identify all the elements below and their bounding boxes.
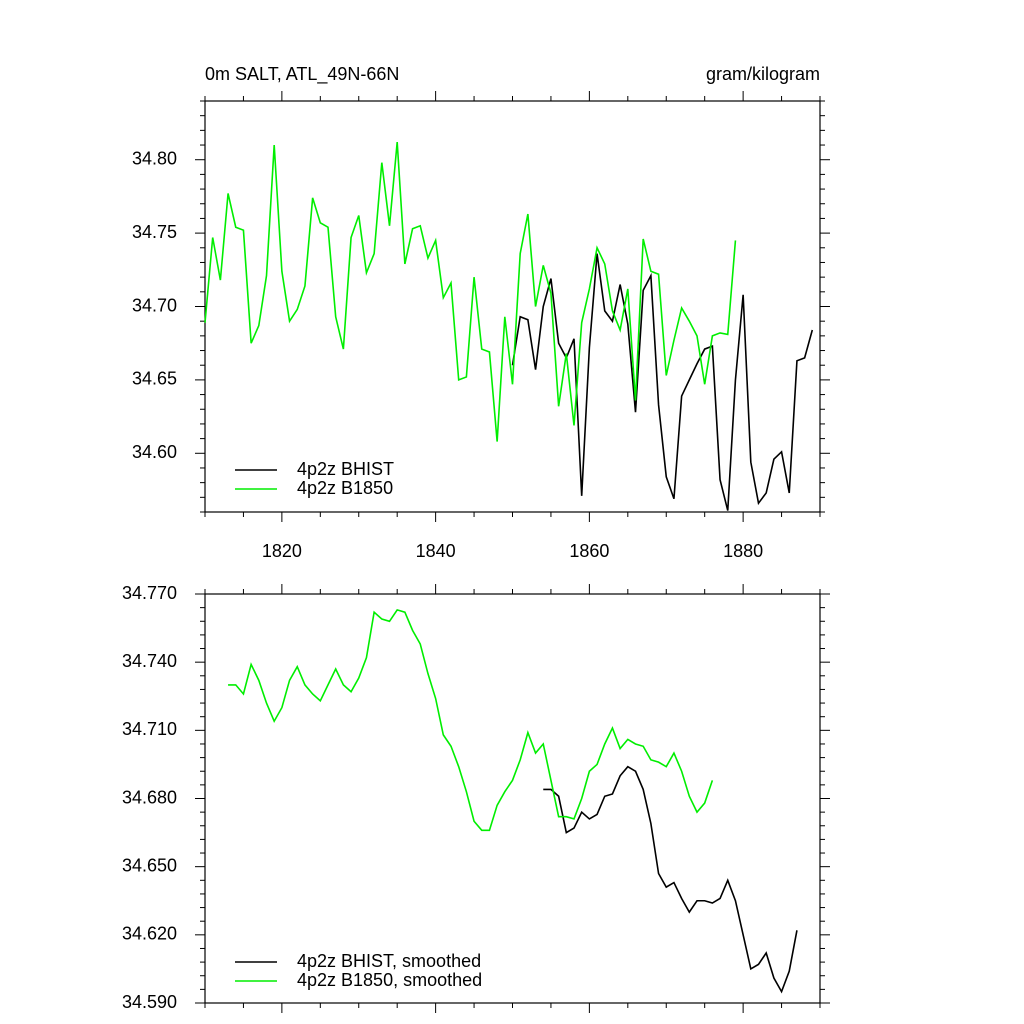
y-tick-label: 34.60: [132, 442, 177, 462]
data-line: [204, 142, 737, 442]
y-tick-label: 34.590: [122, 992, 177, 1012]
y-tick-label: 34.620: [122, 924, 177, 944]
plot-frame: [204, 593, 821, 1004]
x-tick-label: 1840: [416, 541, 456, 561]
data-line: [511, 253, 814, 511]
y-tick-label: 34.650: [122, 855, 177, 875]
legend-label: 4p2z B1850: [297, 478, 393, 498]
y-tick-label: 34.770: [122, 583, 177, 603]
chart-title: 0m SALT, ATL_49N-66N: [205, 64, 399, 85]
y-tick-label: 34.710: [122, 719, 177, 739]
y-tick-label: 34.680: [122, 787, 177, 807]
legend-label: 4p2z B1850, smoothed: [297, 970, 482, 990]
units-label: gram/kilogram: [706, 64, 820, 84]
data-line: [228, 608, 714, 832]
y-tick-label: 34.65: [132, 369, 177, 389]
x-tick-label: 1820: [262, 541, 302, 561]
plot-frame: [204, 100, 821, 513]
x-tick-label: 1880: [723, 541, 763, 561]
y-tick-label: 34.70: [132, 295, 177, 315]
data-line: [543, 765, 798, 994]
x-tick-label: 1860: [569, 541, 609, 561]
y-tick-label: 34.80: [132, 148, 177, 168]
legend-label: 4p2z BHIST: [297, 459, 394, 479]
y-tick-label: 34.740: [122, 651, 177, 671]
y-tick-label: 34.75: [132, 222, 177, 242]
legend-label: 4p2z BHIST, smoothed: [297, 951, 481, 971]
